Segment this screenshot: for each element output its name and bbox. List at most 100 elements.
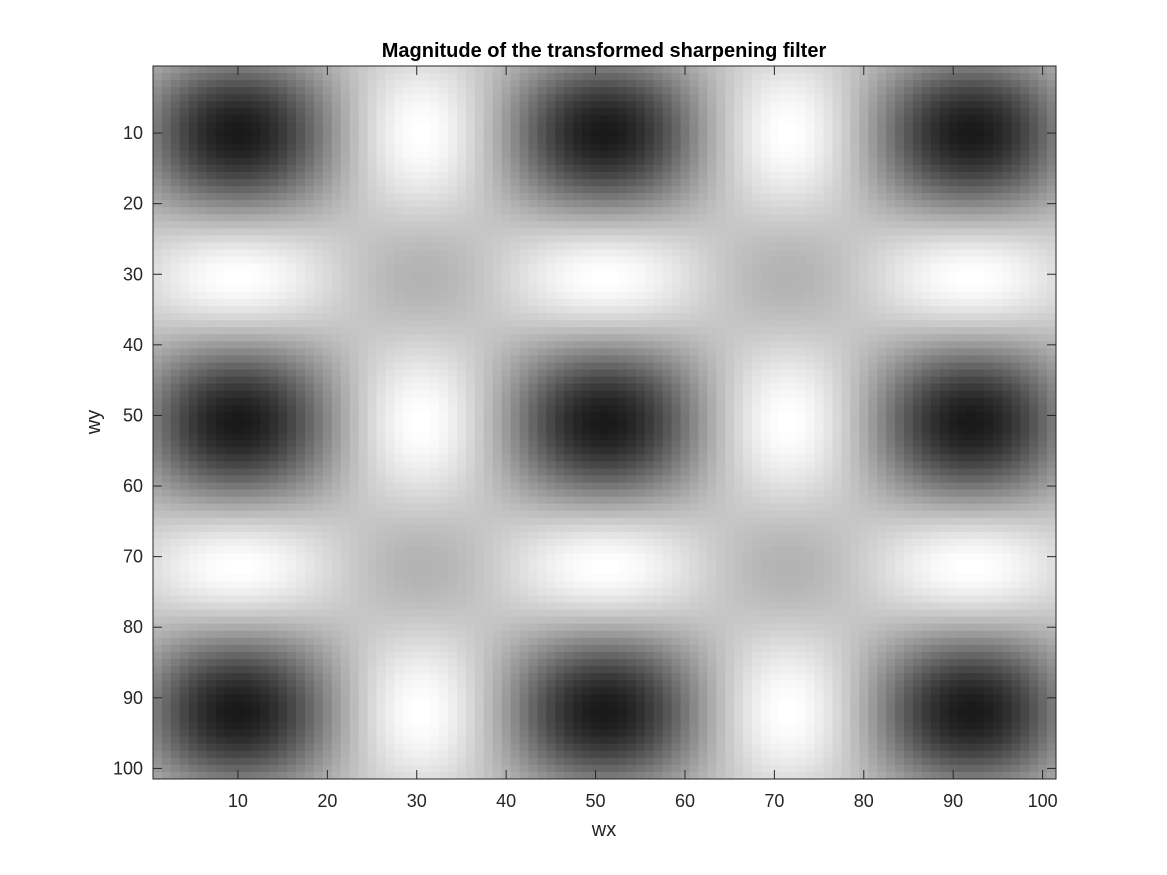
heatmap-cell xyxy=(528,404,538,413)
heatmap-cell xyxy=(680,80,690,88)
heatmap-cell xyxy=(474,376,485,385)
heatmap-cell xyxy=(331,348,342,356)
heatmap-cell xyxy=(528,115,538,123)
heatmap-cell xyxy=(859,355,869,363)
heatmap-cell xyxy=(430,327,440,335)
heatmap-cell xyxy=(546,298,556,307)
heatmap-cell xyxy=(483,129,494,137)
heatmap-cell xyxy=(993,200,1003,208)
heatmap-cell xyxy=(313,298,324,307)
heatmap-cell xyxy=(671,150,681,159)
heatmap-cell xyxy=(769,327,780,335)
heatmap-cell xyxy=(734,284,744,293)
heatmap-cell xyxy=(546,376,556,385)
heatmap-cell xyxy=(573,115,583,123)
heatmap-cell xyxy=(993,178,1003,187)
heatmap-cell xyxy=(725,277,735,286)
heatmap-cell xyxy=(930,221,941,229)
heatmap-cell xyxy=(966,122,976,130)
heatmap-cell xyxy=(1020,284,1030,293)
heatmap-cell xyxy=(331,66,342,74)
heatmap-cell xyxy=(921,270,932,279)
heatmap-cell xyxy=(546,207,556,215)
heatmap-cell xyxy=(814,397,824,406)
heatmap-cell xyxy=(448,355,458,363)
heatmap-cell xyxy=(689,214,699,222)
heatmap-cell xyxy=(1029,277,1039,286)
heatmap-cell xyxy=(465,235,476,243)
heatmap-cell xyxy=(653,242,664,250)
heatmap-cell xyxy=(233,122,243,130)
heatmap-cell xyxy=(635,355,646,363)
heatmap-cell xyxy=(725,270,735,279)
heatmap-cell xyxy=(626,73,637,81)
heatmap-cell xyxy=(868,87,878,95)
heatmap-cell xyxy=(662,94,672,102)
heatmap-cell xyxy=(823,66,833,74)
heatmap-cell xyxy=(600,122,610,130)
heatmap-cell xyxy=(296,80,306,88)
heatmap-cell xyxy=(322,136,333,145)
heatmap-cell xyxy=(376,291,386,300)
heatmap-cell xyxy=(877,369,887,378)
heatmap-cell xyxy=(501,143,512,152)
heatmap-cell xyxy=(483,355,494,363)
heatmap-cell xyxy=(725,242,735,250)
heatmap-cell xyxy=(832,235,842,243)
heatmap-cell xyxy=(921,178,932,187)
heatmap-cell xyxy=(242,80,252,88)
heatmap-cell xyxy=(877,249,887,257)
heatmap-cell xyxy=(653,263,664,272)
heatmap-cell xyxy=(233,404,243,413)
heatmap-cell xyxy=(170,320,181,328)
heatmap-cell xyxy=(904,355,914,363)
heatmap-cell xyxy=(904,242,914,250)
heatmap-cell xyxy=(546,171,556,180)
heatmap-cell xyxy=(456,193,467,201)
heatmap-cell xyxy=(930,186,941,194)
heatmap-cell xyxy=(1038,390,1048,399)
heatmap-cell xyxy=(769,178,780,187)
heatmap-cell xyxy=(698,390,708,399)
heatmap-cell xyxy=(465,327,476,335)
heatmap-cell xyxy=(465,129,476,137)
heatmap-cell xyxy=(448,171,458,180)
heatmap-cell xyxy=(1029,270,1039,279)
heatmap-cell xyxy=(644,214,655,222)
heatmap-cell xyxy=(564,362,574,370)
heatmap-cell xyxy=(304,214,315,222)
heatmap-cell xyxy=(456,73,467,81)
heatmap-cell xyxy=(215,327,225,335)
heatmap-cell xyxy=(385,150,395,159)
heatmap-cell xyxy=(197,200,208,208)
heatmap-cell xyxy=(653,348,664,356)
heatmap-cell xyxy=(689,171,699,180)
heatmap-cell xyxy=(421,207,431,215)
heatmap-cell xyxy=(260,284,270,293)
heatmap-cell xyxy=(421,214,431,222)
heatmap-cell xyxy=(582,341,592,349)
heatmap-cell xyxy=(287,200,297,208)
heatmap-cell xyxy=(546,291,556,300)
heatmap-cell xyxy=(805,249,815,257)
heatmap-cell xyxy=(1029,306,1039,314)
heatmap-cell xyxy=(331,327,342,335)
heatmap-cell xyxy=(626,115,637,123)
heatmap-cell xyxy=(591,369,601,378)
heatmap-cell xyxy=(886,207,896,215)
heatmap-cell xyxy=(179,186,190,194)
heatmap-cell xyxy=(483,221,494,229)
heatmap-cell xyxy=(1020,270,1030,279)
heatmap-cell xyxy=(1029,150,1039,159)
heatmap-cell xyxy=(340,73,351,81)
heatmap-cell xyxy=(1002,362,1012,370)
heatmap-cell xyxy=(698,115,708,123)
heatmap-cell xyxy=(984,242,994,250)
heatmap-cell xyxy=(304,150,315,159)
heatmap-cell xyxy=(698,200,708,208)
heatmap-cell xyxy=(877,298,887,307)
heatmap-cell xyxy=(304,256,315,265)
heatmap-cell xyxy=(1020,320,1030,328)
heatmap-cell xyxy=(439,150,449,159)
heatmap-cell xyxy=(555,369,565,378)
